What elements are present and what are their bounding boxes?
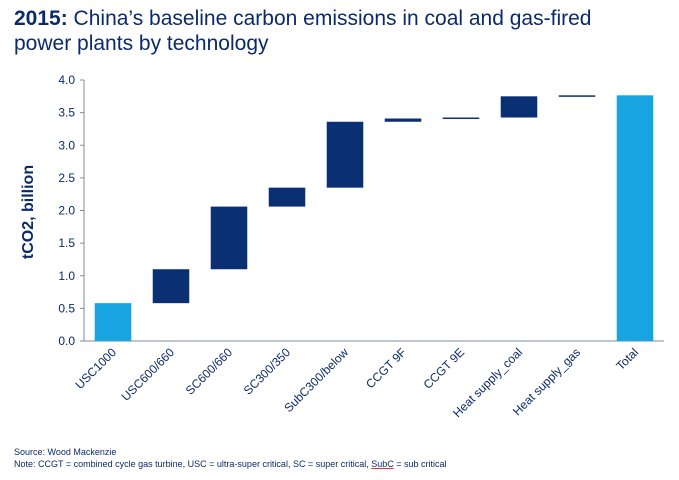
y-axis-label: tCO2, billion [20, 165, 37, 259]
y-tick-label: 2.5 [58, 171, 75, 185]
bar-ccgt-9f [384, 118, 422, 122]
x-category-label: USC1000 [72, 345, 119, 392]
bar-sc300-350 [268, 187, 306, 207]
x-category-label: SC600/660 [183, 345, 236, 398]
x-category-label: USC600/660 [119, 345, 178, 404]
x-category-label: CCGT 9F [363, 345, 409, 391]
y-tick-label: 4.0 [58, 73, 75, 87]
definitions-note: Note: CCGT = combined cycle gas turbine,… [14, 458, 447, 470]
chart-title-text: China’s baseline carbon emissions in coa… [14, 7, 592, 55]
bar-subc300-below [326, 121, 364, 188]
bar-ccgt-9e [442, 117, 480, 120]
y-tick-label: 2.0 [58, 204, 75, 218]
chart-title-year: 2015: [14, 7, 68, 30]
axes [80, 79, 664, 342]
definitions-note-suffix: = sub critical [393, 459, 447, 469]
y-tick-label: 1.0 [58, 269, 75, 283]
source-note: Source: Wood Mackenzie [14, 447, 117, 457]
bar-heat-supply-coal [500, 96, 538, 118]
definitions-note-subc: SubC [371, 459, 394, 469]
definitions-note-prefix: Note: CCGT = combined cycle gas turbine,… [14, 459, 372, 469]
chart-title: 2015: China’s baseline carbon emissions … [14, 6, 654, 56]
bar-usc600-660 [152, 269, 190, 304]
x-category-label: CCGT 9E [421, 345, 468, 392]
waterfall-chart: tCO2, billion 0.0 0.5 1.0 1.5 2.0 2.5 3.0 3.5 4.… [20, 73, 664, 420]
x-category-label: SC300/350 [241, 345, 294, 398]
bar-usc1000 [94, 303, 132, 341]
bars [94, 95, 654, 341]
x-category-labels: USC1000 USC600/660 SC600/660 SC300/350SubC3… [72, 345, 641, 420]
bar-total [616, 95, 654, 341]
y-tick-label: 3.0 [58, 138, 75, 152]
bar-heat-supply-gas [558, 95, 596, 97]
bar-sc600-660 [210, 206, 248, 270]
y-tick-label: 0.5 [58, 301, 75, 315]
y-tick-label: 0.0 [58, 334, 75, 348]
y-tick-label: 1.5 [58, 236, 75, 250]
x-category-label: Total [613, 345, 641, 373]
y-tick-labels: 0.0 0.5 1.0 1.5 2.0 2.5 3.0 3.5 4.0 [58, 73, 75, 348]
footnotes: Source: Wood Mackenzie Note: CCGT = comb… [14, 446, 447, 470]
y-tick-label: 3.5 [58, 106, 75, 120]
